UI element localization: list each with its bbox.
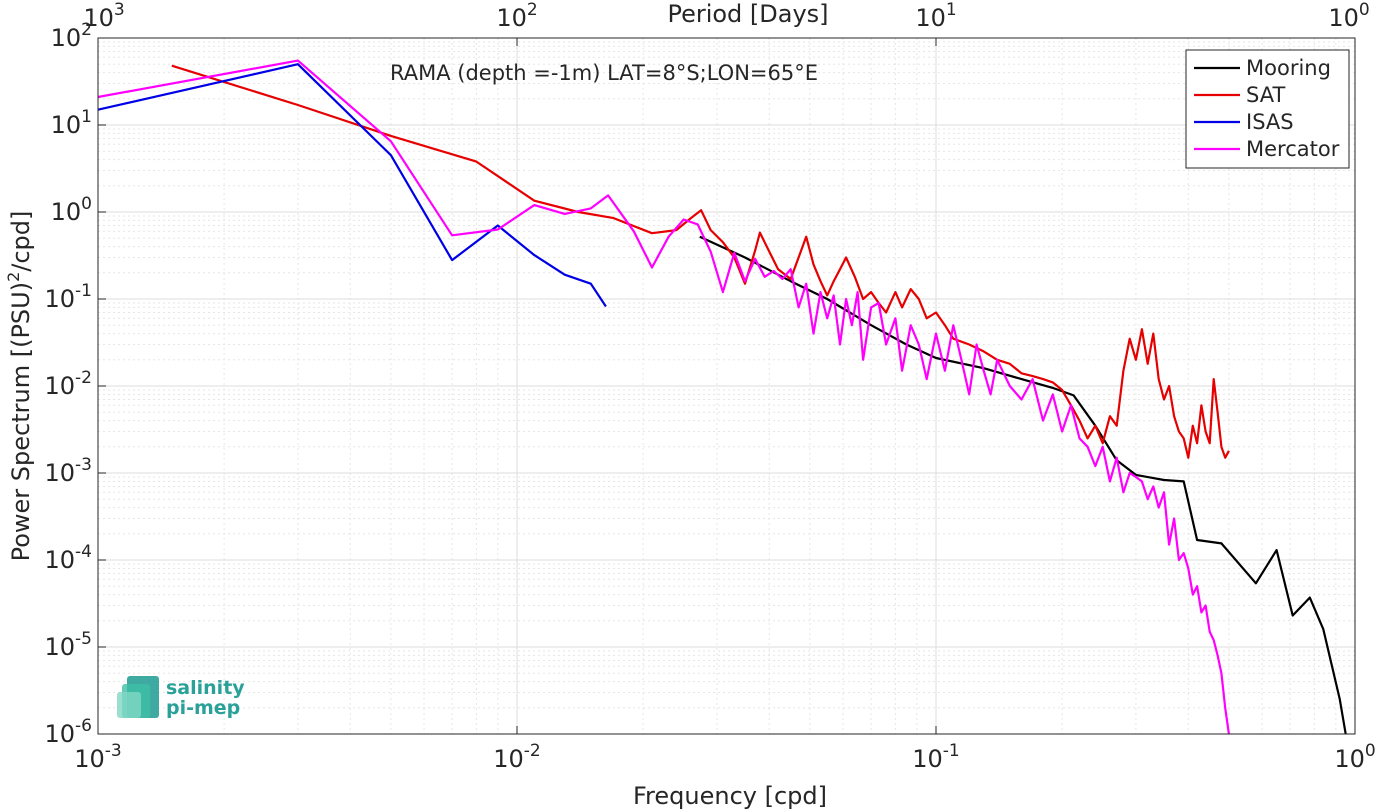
y-tick-label: 10-3 (45, 455, 93, 487)
y-tick-label: 100 (51, 194, 92, 226)
logo-line2: pi-mep (166, 697, 240, 719)
legend-label-mooring: Mooring (1246, 56, 1331, 80)
series-line-sat (171, 64, 1230, 459)
y-tick-label: 102 (51, 20, 92, 52)
y-tick-label: 101 (51, 107, 92, 139)
legend-label-mercator: Mercator (1246, 137, 1340, 161)
series-layer (97, 59, 1347, 735)
y-axis-label-main: Power Spectrum [(PSU) (7, 282, 35, 561)
y-axis-label-tail: /cpd] (7, 211, 35, 272)
y-tick-label: 10-5 (45, 629, 93, 661)
y-tick-label: 10-1 (45, 281, 93, 313)
legend-label-isas: ISAS (1246, 110, 1294, 134)
top-tick-label: 102 (496, 0, 537, 32)
y-tick-label: 10-2 (45, 368, 93, 400)
x-tick-label: 10-2 (493, 741, 541, 773)
legend: Mooring SAT ISAS Mercator (1185, 49, 1350, 169)
top-tick-label: 100 (1328, 0, 1369, 32)
series-line-isas (97, 63, 607, 308)
logo-wave-front (117, 692, 141, 718)
top-tick-label: 101 (915, 0, 956, 32)
y-tick-label: 10-6 (45, 716, 93, 748)
ticks: 10-3 10-2 10-1 100 10-6 10-5 10-4 10-3 10-2 10-1 1… (45, 0, 1376, 773)
top-tick-label: 103 (83, 0, 124, 32)
x-axis-label: Frequency [cpd] (633, 782, 827, 809)
series-line-mercator (97, 59, 1230, 735)
y-axis-label: Power Spectrum [(PSU)2/cpd] (4, 211, 35, 562)
x-tick-label: 100 (1334, 741, 1375, 773)
legend-label-sat: SAT (1246, 83, 1285, 107)
logo-line1: salinity (166, 677, 245, 699)
y-tick-label: 10-4 (45, 542, 93, 574)
salinity-pi-mep-logo: salinity pi-mep (117, 676, 245, 719)
x-tick-label: 10-3 (74, 741, 122, 773)
x-tick-label: 10-1 (912, 741, 960, 773)
y-axis-label-sup: 2 (4, 272, 23, 282)
top-axis-label: Period [Days] (667, 0, 828, 28)
chart-title: RAMA (depth =-1m) LAT=8°S;LON=65°E (390, 61, 818, 85)
